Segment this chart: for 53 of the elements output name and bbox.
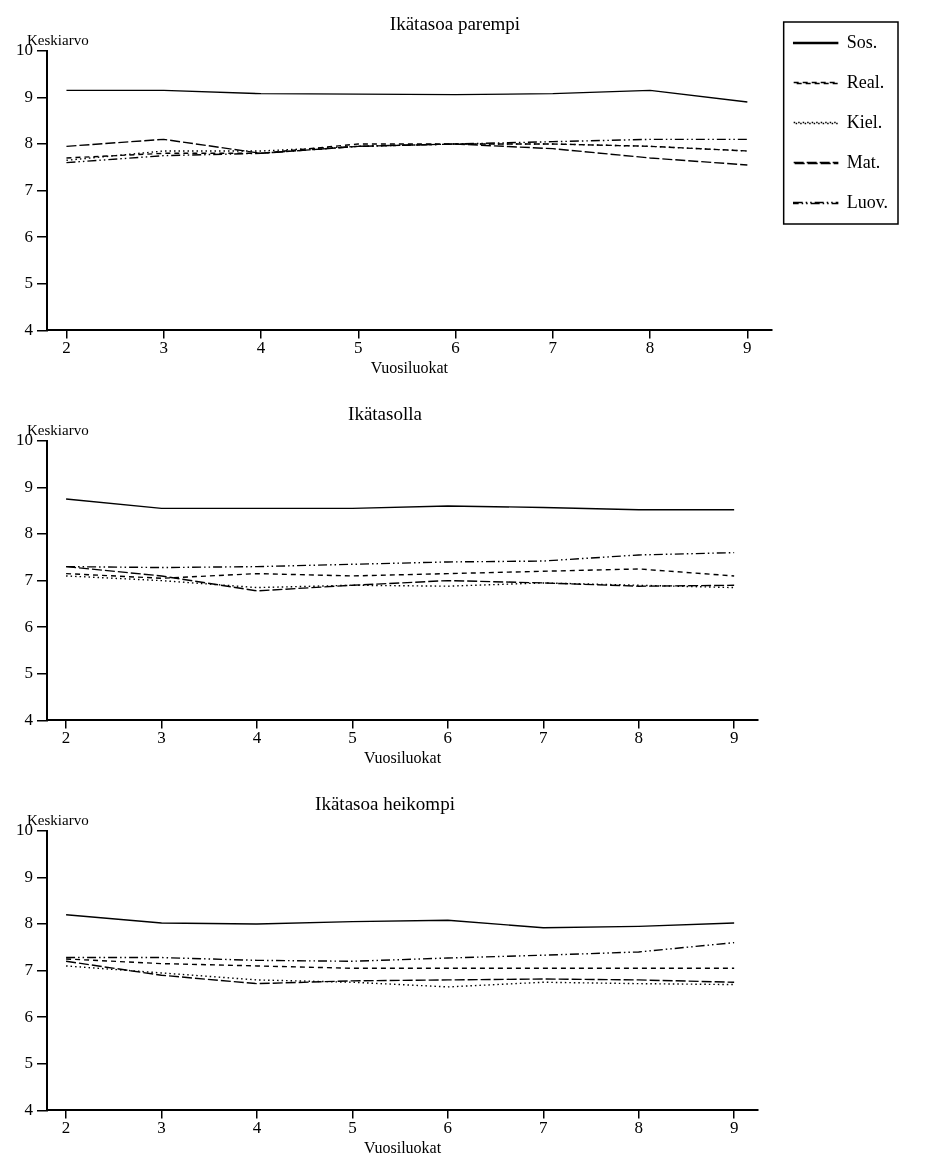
- y-tick-label: 7: [24, 570, 34, 590]
- legend-label: Mat.: [846, 151, 881, 172]
- x-axis-title: Vuosiluokat: [370, 358, 449, 376]
- y-tick-label: 9: [24, 86, 33, 106]
- x-tick-label: 4: [252, 1118, 262, 1138]
- x-tick-label: 3: [157, 728, 166, 748]
- chart-title: Ikätasolla: [348, 403, 423, 425]
- x-axis-title: Vuosiluokat: [363, 748, 442, 766]
- x-tick-label: 9: [729, 728, 739, 748]
- y-tick-label: 7: [24, 960, 34, 980]
- x-tick-label: 6: [451, 338, 460, 358]
- x-tick-label: 2: [61, 728, 71, 748]
- y-tick-label: 4: [24, 319, 34, 339]
- y-tick-label: 9: [24, 476, 33, 496]
- x-tick-label: 3: [159, 338, 168, 358]
- x-tick-label: 6: [443, 728, 453, 748]
- y-tick-label: 7: [24, 180, 34, 200]
- y-tick-label: 5: [24, 273, 33, 293]
- y-tick-label: 5: [24, 1053, 33, 1073]
- y-tick-label: 8: [24, 523, 33, 543]
- legend-label: Kiel.: [846, 111, 883, 132]
- y-tick-label: 8: [24, 913, 33, 933]
- x-tick-label: 8: [634, 1118, 643, 1138]
- x-tick-label: 3: [157, 1118, 166, 1138]
- x-tick-label: 7: [539, 1118, 549, 1138]
- x-axis-title: Vuosiluokat: [363, 1138, 442, 1156]
- x-tick-label: 8: [634, 728, 643, 748]
- x-tick-label: 9: [729, 1118, 739, 1138]
- x-tick-label: 4: [252, 728, 262, 748]
- x-tick-label: 2: [61, 1118, 71, 1138]
- y-tick-label: 6: [24, 1006, 33, 1026]
- y-tick-label: 9: [24, 866, 33, 886]
- x-tick-label: 5: [348, 1118, 357, 1138]
- y-tick-label: 4: [24, 709, 34, 729]
- y-tick-label: 4: [24, 1099, 34, 1119]
- x-tick-label: 4: [256, 338, 266, 358]
- legend-label: Sos.: [846, 31, 878, 52]
- y-tick-label: 8: [24, 133, 33, 153]
- x-tick-label: 5: [348, 728, 357, 748]
- x-tick-label: 9: [743, 338, 752, 358]
- chart-title: Ikätasoa parempi: [389, 13, 521, 35]
- chart-title: Ikätasoa heikompi: [315, 793, 455, 815]
- x-tick-label: 5: [354, 338, 363, 358]
- legend-label: Real.: [846, 71, 885, 92]
- y-tick-label: 6: [24, 226, 33, 246]
- x-tick-label: 8: [645, 338, 655, 358]
- x-tick-label: 7: [539, 728, 549, 748]
- x-tick-label: 6: [443, 1118, 453, 1138]
- y-tick-label: 5: [24, 663, 33, 683]
- x-tick-label: 7: [548, 338, 558, 358]
- legend-label: Luov.: [846, 191, 888, 212]
- x-tick-label: 2: [62, 338, 71, 358]
- y-tick-label: 6: [24, 616, 33, 636]
